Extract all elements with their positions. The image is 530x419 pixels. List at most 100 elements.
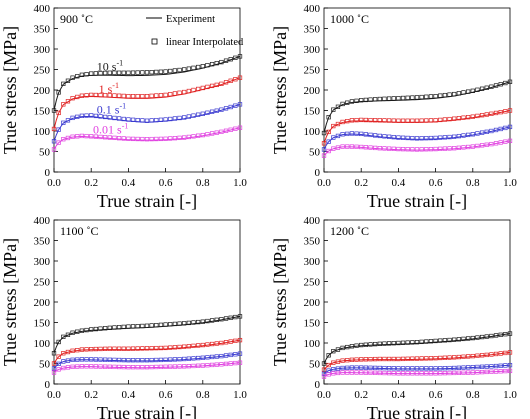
interpolated-point	[400, 146, 406, 152]
interpolated-point	[354, 370, 359, 375]
interpolated-point	[149, 136, 154, 142]
x-tick-label: 0.0	[47, 177, 61, 189]
interpolated-point	[442, 355, 448, 360]
interpolated-point	[391, 96, 396, 101]
interpolated-point	[493, 351, 499, 357]
experiment-line-0	[323, 81, 511, 134]
interpolated-point	[154, 323, 159, 328]
interpolated-point	[149, 93, 154, 98]
interpolated-point	[428, 371, 434, 376]
interpolated-point	[144, 93, 150, 99]
interpolated-point	[228, 57, 233, 62]
interpolated-point	[140, 346, 145, 351]
interpolated-point	[359, 144, 364, 150]
interpolated-point	[484, 369, 489, 375]
interpolated-point	[116, 357, 122, 363]
interpolated-point	[391, 341, 396, 346]
panel-title: 1200 ˚C	[330, 224, 369, 238]
interpolated-point	[447, 92, 452, 97]
interpolated-point	[102, 93, 108, 98]
interpolated-point	[112, 325, 117, 330]
interpolated-point	[493, 127, 499, 133]
y-tick-label: 400	[34, 3, 51, 15]
y-tick-label: 150	[304, 106, 321, 118]
interpolated-point	[340, 345, 345, 351]
interpolated-point	[89, 327, 94, 332]
interpolated-point	[75, 348, 80, 353]
interpolated-point	[163, 364, 168, 369]
x-axis-title: True strain [-]	[97, 403, 197, 419]
interpolated-point	[452, 146, 457, 151]
interpolated-point	[102, 135, 108, 140]
interpolated-point	[438, 338, 443, 343]
interpolated-point	[424, 94, 429, 99]
interpolated-point	[373, 365, 378, 371]
interpolated-point	[51, 361, 57, 366]
interpolated-point	[470, 88, 475, 93]
interpolated-point	[168, 322, 173, 327]
interpolated-point	[410, 356, 415, 361]
interpolated-point	[228, 104, 233, 110]
x-tick-label: 0.6	[159, 177, 173, 189]
interpolated-point	[93, 134, 99, 139]
interpolated-point	[70, 96, 75, 101]
interpolated-point	[442, 135, 448, 140]
y-tick-label: 0	[45, 379, 51, 391]
interpolated-point	[359, 342, 364, 348]
interpolated-point	[214, 317, 219, 322]
y-tick-label: 350	[34, 236, 51, 248]
interpolated-point	[466, 144, 471, 150]
interpolated-point	[419, 371, 424, 376]
interpolated-point	[419, 136, 424, 141]
interpolated-point	[89, 71, 94, 76]
y-tick-label: 350	[34, 24, 51, 36]
interpolated-point	[428, 118, 434, 123]
interpolated-point	[400, 356, 406, 362]
interpolated-point	[428, 135, 434, 141]
interpolated-point	[107, 357, 112, 362]
interpolated-point	[321, 374, 327, 379]
interpolated-point	[177, 135, 182, 141]
interpolated-point	[493, 83, 499, 88]
interpolated-point	[321, 367, 327, 372]
interpolated-point	[98, 364, 103, 369]
interpolated-point	[461, 336, 466, 342]
interpolated-point	[414, 136, 420, 141]
interpolated-point	[200, 132, 205, 138]
interpolated-point	[182, 115, 187, 120]
interpolated-point	[507, 138, 513, 143]
interpolated-point	[340, 132, 345, 137]
interpolated-point	[414, 118, 420, 123]
interpolated-point	[205, 110, 210, 115]
y-tick-label: 250	[304, 277, 321, 289]
interpolated-point	[438, 117, 443, 123]
interpolated-point	[214, 362, 219, 367]
interpolated-point	[396, 340, 401, 346]
interpolated-point	[61, 359, 66, 364]
interpolated-point	[89, 364, 94, 369]
interpolated-point	[163, 345, 168, 351]
interpolated-point	[400, 135, 406, 140]
interpolated-point	[209, 354, 215, 360]
interpolated-point	[140, 70, 145, 75]
interpolated-point	[507, 362, 513, 368]
interpolated-point	[98, 92, 103, 98]
interpolated-point	[135, 117, 140, 123]
interpolated-point	[507, 350, 513, 355]
interpolated-point	[70, 330, 75, 335]
interpolated-point	[158, 364, 164, 370]
interpolated-point	[466, 365, 471, 370]
interpolated-point	[466, 132, 471, 138]
interpolated-point	[493, 110, 499, 116]
x-tick-label: 0.0	[317, 389, 331, 401]
interpolated-point	[237, 102, 243, 107]
experiment-line-3	[53, 362, 241, 373]
interpolated-point	[475, 87, 480, 92]
interpolated-point	[405, 135, 410, 141]
interpolated-point	[168, 116, 173, 122]
interpolated-point	[182, 135, 187, 140]
x-tick-label: 1.0	[503, 177, 517, 189]
interpolated-point	[163, 322, 168, 327]
interpolated-point	[209, 131, 215, 136]
interpolated-point	[452, 116, 457, 121]
